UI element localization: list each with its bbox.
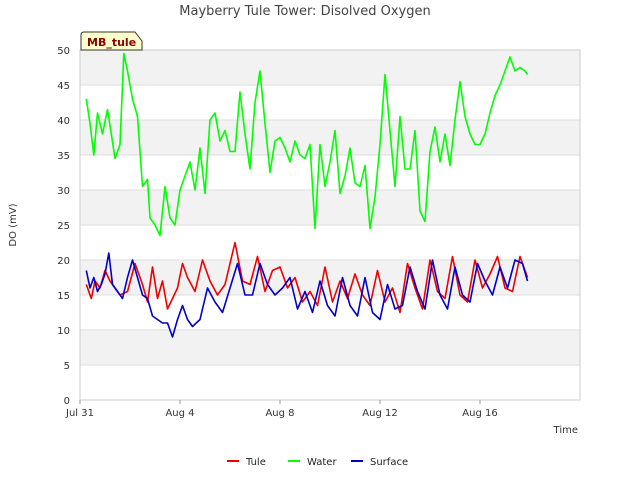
y-tick-label: 45	[57, 81, 70, 92]
y-tick-label: 15	[57, 291, 70, 302]
x-tick-label: Aug 12	[362, 408, 397, 419]
series-lines	[85, 52, 529, 338]
legend-label-water: Water	[307, 457, 337, 468]
y-tick-label: 40	[57, 116, 70, 127]
series-line-water	[85, 52, 529, 237]
y-axis-ticks: 0 5 10 15 20 25 30 35 40 45 50	[57, 46, 70, 407]
plot-background	[80, 50, 580, 400]
legend-label-surface: Surface	[370, 457, 408, 468]
plot-band	[80, 120, 580, 155]
plot-band	[80, 330, 580, 365]
chart-title: Mayberry Tule Tower: Disolved Oxygen	[179, 4, 430, 19]
x-tick-label: Jul 31	[65, 408, 94, 419]
plot-band	[80, 85, 580, 120]
legend: Tule Water Surface	[227, 457, 408, 468]
badge-label: MB_tule	[87, 36, 136, 49]
plot-band	[80, 295, 580, 330]
plot-band	[80, 225, 580, 260]
y-tick-label: 0	[64, 396, 70, 407]
site-badge: MB_tule	[80, 31, 143, 51]
x-axis-title: Time	[553, 425, 578, 436]
y-tick-label: 35	[57, 151, 70, 162]
plot-band	[80, 50, 580, 85]
y-tick-label: 20	[57, 256, 70, 267]
y-tick-label: 5	[64, 361, 70, 372]
plot-frame	[79, 49, 581, 401]
series-line-tule	[85, 241, 529, 314]
series-line-surface	[85, 252, 529, 338]
y-tick-label: 50	[57, 46, 70, 57]
plot-band	[80, 190, 580, 225]
x-axis-ticks: Jul 31 Aug 4 Aug 8 Aug 12 Aug 16	[65, 400, 498, 419]
legend-label-tule: Tule	[245, 457, 266, 468]
y-axis-title: DO (mV)	[8, 203, 19, 246]
badge-shape	[80, 31, 143, 51]
x-tick-label: Aug 16	[462, 408, 497, 419]
y-tick-label: 30	[57, 186, 70, 197]
y-tick-label: 25	[57, 221, 70, 232]
x-tick-label: Aug 4	[165, 408, 194, 419]
plot-band	[80, 365, 580, 400]
x-tick-label: Aug 8	[265, 408, 294, 419]
y-tick-label: 10	[57, 326, 70, 337]
